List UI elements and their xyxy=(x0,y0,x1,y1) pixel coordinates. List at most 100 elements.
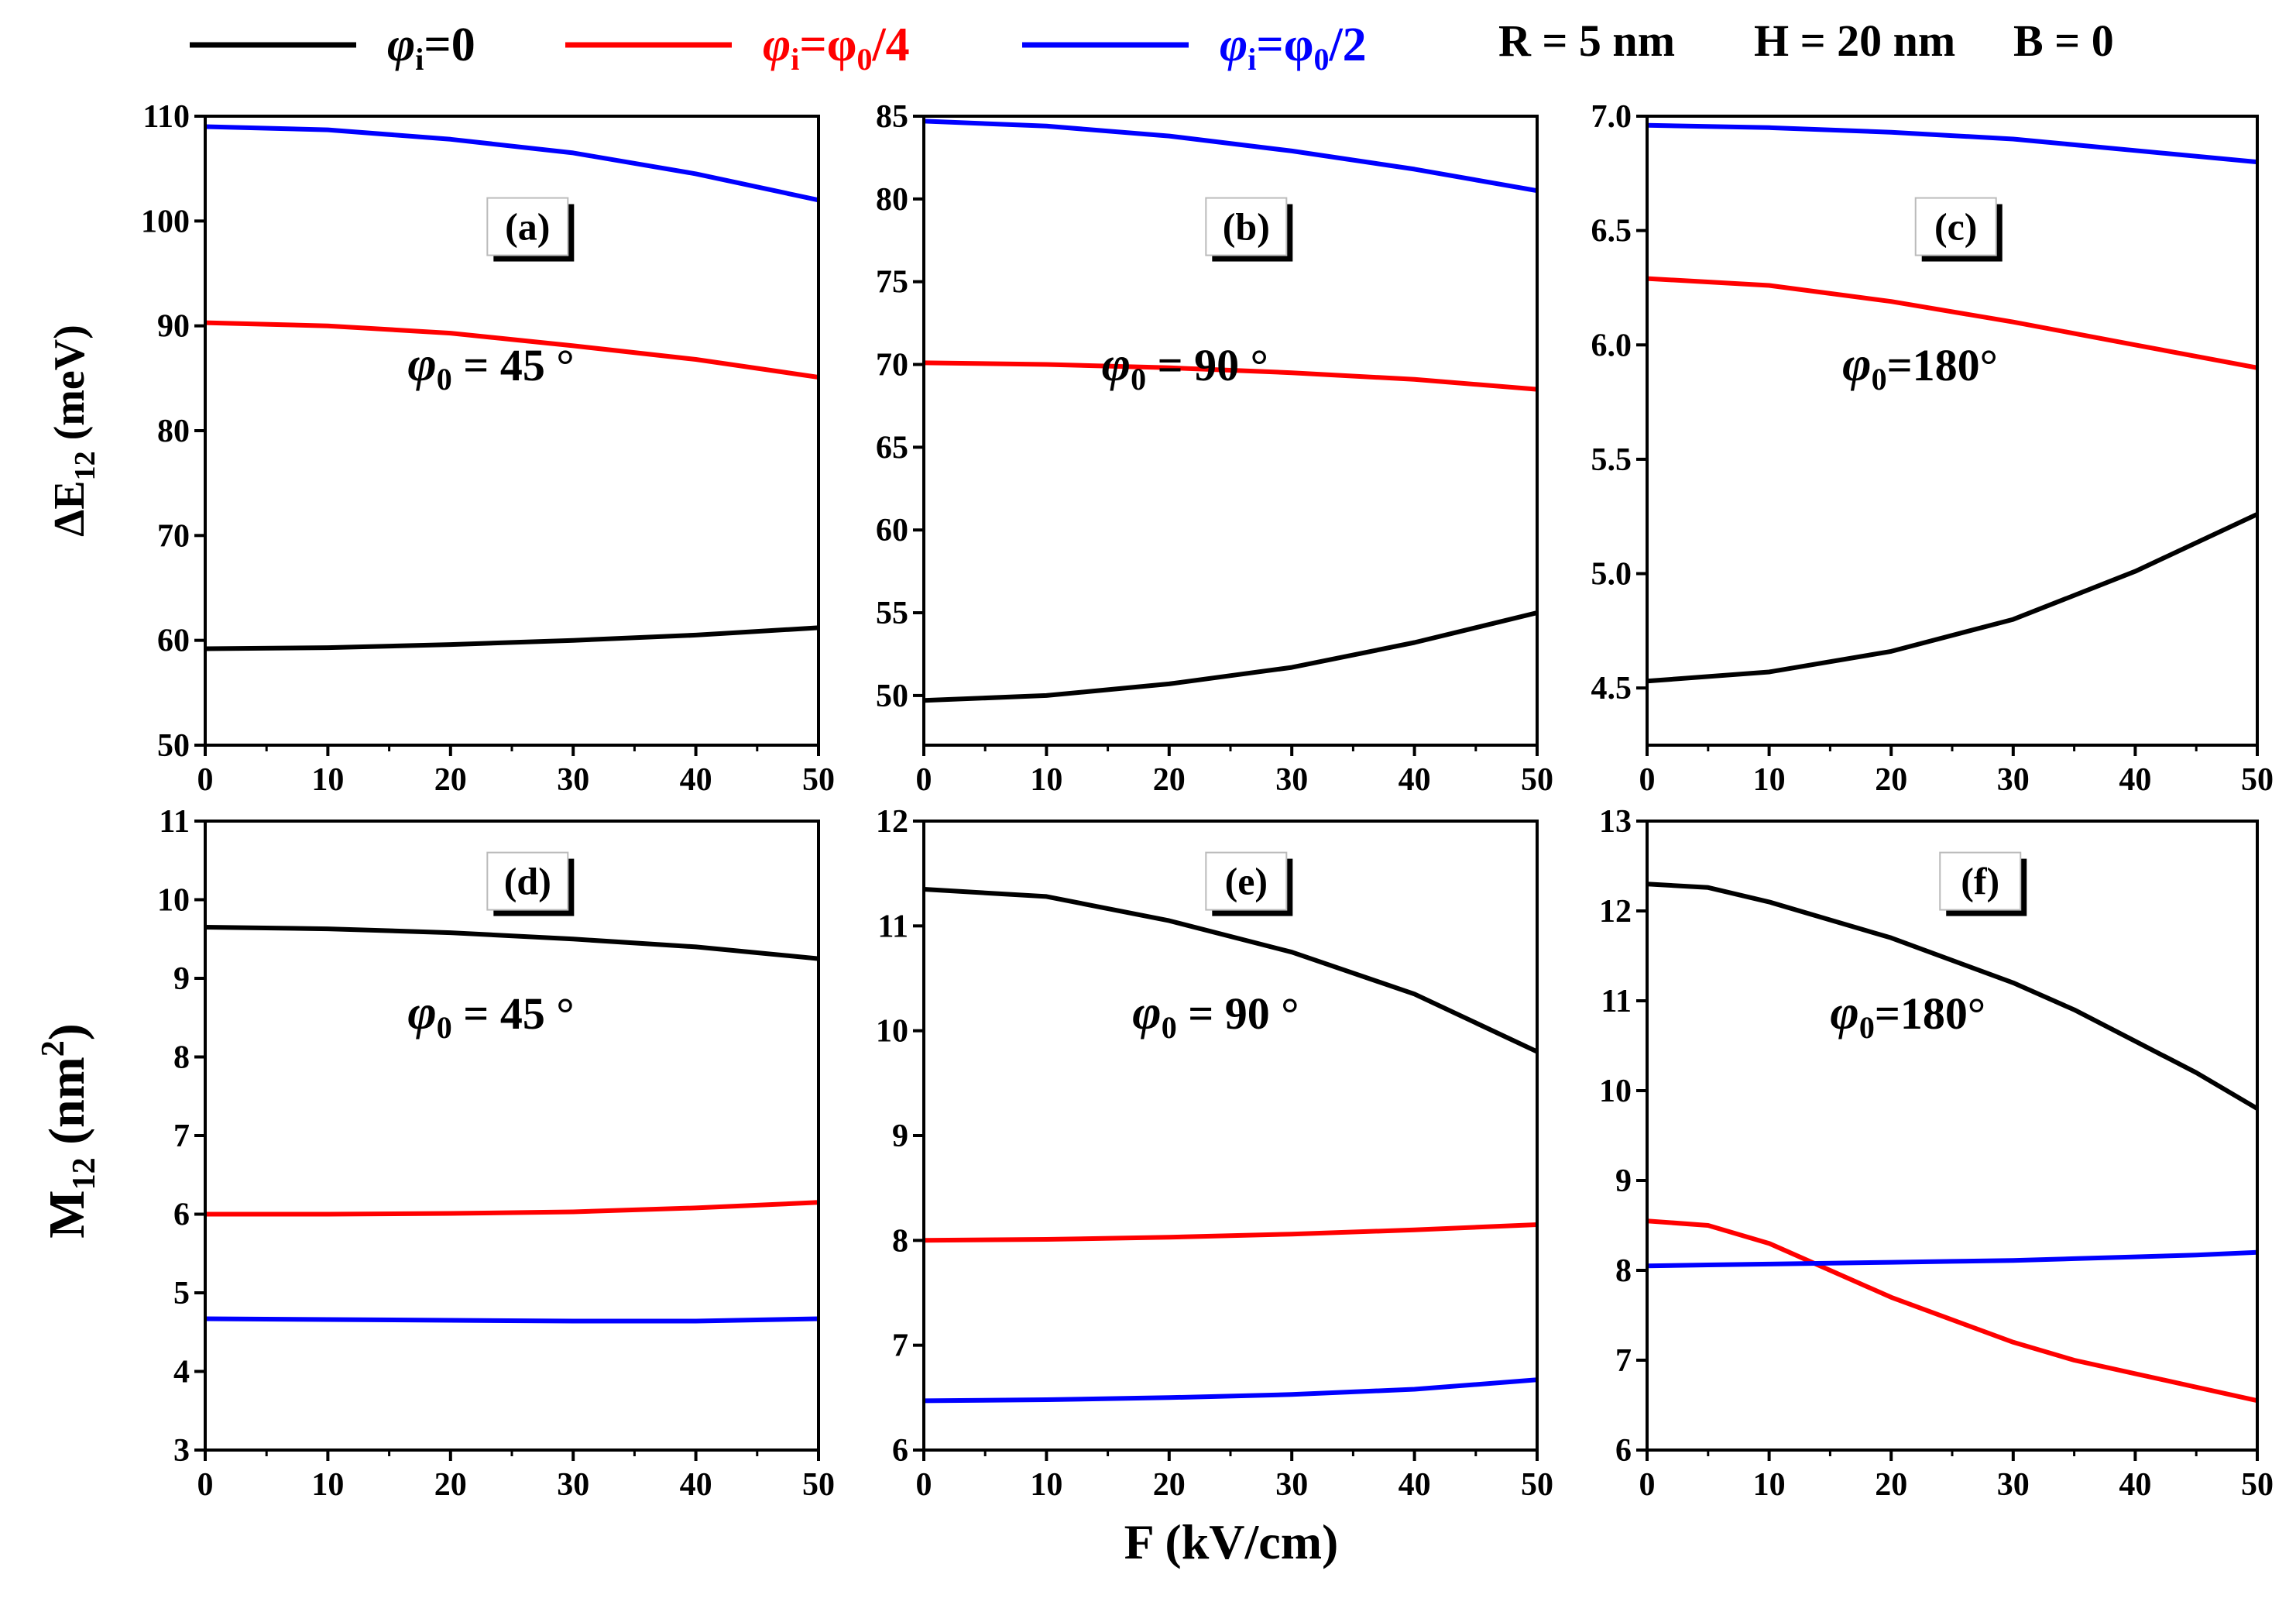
x-tick-label: 50 xyxy=(1521,762,1553,798)
series-line-2 xyxy=(205,320,819,380)
y-tick-label: 6 xyxy=(1615,1433,1632,1469)
x-tick-label: 20 xyxy=(1153,762,1186,798)
y-tick-label: 7 xyxy=(892,1328,908,1364)
y-tick-label: 70 xyxy=(157,518,190,554)
y-tick-label: 10 xyxy=(876,1014,908,1050)
legend-label-2: φi=φ0/4 xyxy=(763,19,910,77)
panel-c: 0 10 20 30 40 50 4.5 5.0 5.5 6.0 6.5 7.0 (c) φ0=180° xyxy=(1591,99,2274,798)
y-tick-label: 80 xyxy=(157,414,190,449)
phi0-annotation: φ0=180° xyxy=(1842,336,1998,397)
panel-a: 0 10 20 30 40 50 50 60 70 80 90 100 110 (a) φ0 = 45 ° xyxy=(141,99,835,798)
x-tick-label: 30 xyxy=(1997,1467,2030,1503)
y-tick-label: 100 xyxy=(141,204,190,239)
panel-label: (a) xyxy=(505,205,550,249)
phi0-annotation: φ0 = 45 ° xyxy=(407,336,574,397)
y-tick-label: 85 xyxy=(876,99,908,135)
x-tick-label: 10 xyxy=(1030,762,1062,798)
x-tick-label: 10 xyxy=(311,1467,344,1503)
y-tick-label: 13 xyxy=(1599,804,1632,840)
x-tick-label: 50 xyxy=(2241,1467,2274,1503)
y-tick-label: 12 xyxy=(1599,894,1632,930)
x-tick-label: 30 xyxy=(1275,762,1308,798)
y-tick-label: 50 xyxy=(157,728,190,764)
x-tick-label: 20 xyxy=(1875,1467,1907,1503)
series-line-2 xyxy=(205,1200,819,1217)
panel-label: (b) xyxy=(1223,205,1270,249)
x-tick-label: 30 xyxy=(1275,1467,1308,1503)
phi0-annotation: φ0=180° xyxy=(1830,985,1985,1045)
y-tick-label: 9 xyxy=(892,1119,908,1154)
y-tick-label: 12 xyxy=(876,804,908,840)
series-line-3 xyxy=(1647,1249,2257,1269)
phi0-annotation: φ0 = 45 ° xyxy=(407,985,574,1045)
panel-label-box xyxy=(486,851,569,911)
y-tick-label: 70 xyxy=(876,348,908,383)
y-tick-label: 11 xyxy=(877,909,908,944)
series-line-1 xyxy=(1647,881,2257,1111)
series-line-1 xyxy=(1647,512,2257,684)
y-tick-label: 6 xyxy=(173,1198,190,1233)
panel-label-box xyxy=(1205,197,1288,256)
x-tick-label: 30 xyxy=(1997,762,2030,798)
y-tick-label: 11 xyxy=(159,804,190,840)
y-tick-label: 4 xyxy=(173,1355,190,1390)
series-line-1 xyxy=(205,625,819,651)
y-tick-label: 6.5 xyxy=(1591,214,1632,249)
x-tick-label: 10 xyxy=(1753,1467,1786,1503)
param-2: H = 20 nm xyxy=(1754,15,1955,66)
y-tick-label: 110 xyxy=(142,99,190,135)
y-tick-label: 5.0 xyxy=(1591,557,1632,593)
x-tick-label: 40 xyxy=(680,762,712,798)
panel-e: 0 10 20 30 40 50 6 7 8 9 10 11 12 (e) φ0 = 90 ° xyxy=(876,804,1553,1503)
phi0-annotation: φ0 = 90 ° xyxy=(1102,336,1268,397)
panel-label: (c) xyxy=(1934,205,1978,249)
x-tick-label: 50 xyxy=(802,762,835,798)
series-line-1 xyxy=(924,887,1537,1054)
panel-label: (f) xyxy=(1961,860,1999,903)
panel-label-box xyxy=(1914,197,1997,256)
x-tick-label: 30 xyxy=(557,762,589,798)
legend-label-3: φi=φ0/2 xyxy=(1220,19,1367,77)
axis-labels: ΔE12 (meV) M12 (nm2) F (kV/cm) xyxy=(36,325,1338,1569)
y-tick-label: 11 xyxy=(1601,984,1632,1019)
phi0-annotation: φ0 = 90 ° xyxy=(1132,985,1299,1045)
x-tick-label: 0 xyxy=(197,1467,214,1503)
y-tick-label: 6 xyxy=(892,1433,908,1469)
y-tick-label: 50 xyxy=(876,679,908,714)
legend: φi=0 φi=φ0/4 φi=φ0/2 R = 5 nm H = 20 nm B = 0 xyxy=(190,15,2114,77)
y-tick-label: 4.5 xyxy=(1591,671,1632,706)
x-axis-label: F (kV/cm) xyxy=(1124,1514,1339,1569)
y-tick-label: 5.5 xyxy=(1591,442,1632,478)
panel-b: 0 10 20 30 40 50 50 55 60 65 70 75 80 85 (b) φ0 = 90 ° xyxy=(876,99,1553,798)
panel-label: (e) xyxy=(1225,860,1268,903)
y-axis-label-top: ΔE12 (meV) xyxy=(46,325,101,537)
series-line-2 xyxy=(924,1222,1537,1243)
series-line-2 xyxy=(1647,1218,2257,1404)
y-axis-label-bottom: M12 (nm2) xyxy=(36,1023,102,1238)
x-tick-label: 50 xyxy=(802,1467,835,1503)
y-tick-label: 10 xyxy=(157,883,190,919)
y-tick-label: 55 xyxy=(876,596,908,631)
x-tick-label: 0 xyxy=(916,762,932,798)
y-tick-label: 9 xyxy=(173,961,190,997)
series-line-3 xyxy=(205,124,819,203)
x-tick-label: 20 xyxy=(1153,1467,1186,1503)
x-tick-label: 40 xyxy=(1399,762,1431,798)
series-line-1 xyxy=(924,610,1537,703)
y-tick-label: 8 xyxy=(173,1040,190,1076)
legend-label-1: φi=0 xyxy=(387,19,475,77)
y-tick-label: 8 xyxy=(892,1223,908,1259)
series-line-2 xyxy=(1647,276,2257,370)
x-tick-label: 20 xyxy=(434,1467,467,1503)
y-tick-label: 8 xyxy=(1615,1253,1632,1289)
y-tick-label: 65 xyxy=(876,430,908,466)
series-line-1 xyxy=(205,925,819,961)
y-tick-label: 80 xyxy=(876,182,908,218)
panel-label-box xyxy=(1939,851,2022,911)
series-line-3 xyxy=(1647,122,2257,165)
x-tick-label: 20 xyxy=(434,762,467,798)
x-tick-label: 40 xyxy=(2119,1467,2151,1503)
x-tick-label: 30 xyxy=(557,1467,589,1503)
